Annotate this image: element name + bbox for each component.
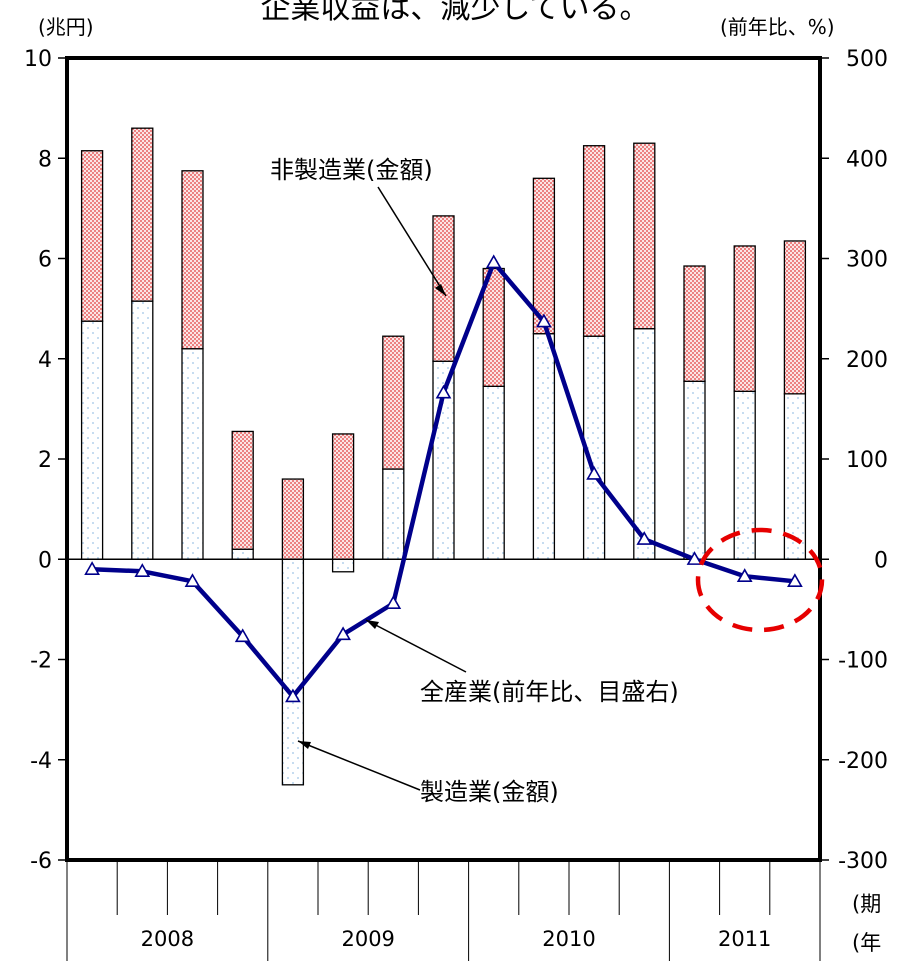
right-tick-label: 500: [846, 47, 888, 72]
bar-manufacturing: [80, 320, 104, 560]
left-tick-label: 0: [38, 548, 52, 573]
annotation-mfg-arrow: [297, 740, 421, 791]
right-tick-label: 100: [846, 448, 888, 473]
x-axis: 2008 2009 2010 2011: [66, 860, 821, 961]
bar-manufacturing: [231, 548, 254, 560]
bar-non-manufacturing: [131, 127, 154, 302]
annotation-mfg-arrowhead: [298, 741, 311, 749]
left-axis-unit: (兆円): [38, 15, 94, 39]
line-marker: [134, 563, 151, 577]
line-marker: [736, 568, 753, 582]
right-tick-label: 0: [874, 548, 888, 573]
annotation-nonmfg-arrowhead: [435, 284, 446, 296]
bar-non-manufacturing: [582, 145, 606, 337]
right-tick-label: 200: [846, 348, 888, 373]
chart-title: 企業収益は、減少している。: [260, 0, 649, 26]
annotation-all: 全産業(前年比、目盛右): [365, 619, 679, 706]
bar-non-manufacturing: [181, 170, 204, 350]
bar-manufacturing: [382, 468, 405, 560]
right-tick-label: 300: [846, 248, 888, 273]
x-year-label: 2008: [141, 927, 194, 951]
bar-non-manufacturing: [733, 245, 756, 392]
left-tick-label: 2: [38, 448, 52, 473]
bar-manufacturing: [532, 333, 556, 560]
line-marker: [234, 628, 251, 643]
bar-non-manufacturing: [281, 478, 305, 560]
right-tick-label: 400: [846, 147, 888, 172]
right-tick-label: -200: [838, 749, 888, 774]
line-marker: [385, 595, 402, 610]
annotation-mfg: 製造業(金額): [297, 740, 559, 806]
line-marker: [485, 254, 502, 269]
bar-non-manufacturing: [783, 240, 807, 395]
bar-manufacturing: [482, 385, 505, 560]
annotation-nonmfg: 非製造業(金額): [270, 156, 447, 297]
bar-manufacturing: [281, 558, 305, 786]
bar-manufacturing: [683, 380, 706, 560]
x-unit-period-label: (期: [852, 892, 881, 916]
annotation-mfg-label: 製造業(金額): [420, 778, 559, 806]
left-tick-label: -4: [30, 749, 52, 774]
line-marker: [787, 573, 803, 587]
bar-non-manufacturing: [432, 215, 455, 362]
left-tick-label: 8: [38, 147, 52, 172]
x-year-label: 2010: [542, 927, 595, 951]
line-marker: [586, 465, 602, 480]
bar-manufacturing: [181, 348, 204, 560]
line-marker: [335, 626, 351, 641]
bar-non-manufacturing: [633, 142, 656, 330]
left-tick-label: -2: [30, 649, 52, 674]
right-tick-label: -300: [838, 849, 888, 874]
right-axis-unit: (前年比、%): [720, 15, 835, 39]
annotation-all-label: 全産業(前年比、目盛右): [420, 678, 679, 706]
bar-non-manufacturing: [231, 430, 254, 550]
right-tick-label: -100: [838, 649, 888, 674]
annotation-all-arrowhead: [366, 620, 379, 629]
left-tick-label: 10: [24, 47, 52, 72]
bar-non-manufacturing: [683, 265, 706, 382]
left-tick-label: 6: [38, 248, 52, 273]
bar-non-manufacturing: [331, 433, 355, 560]
right-axis: 500 400 300 200 100 0 -100 -200 -300: [820, 47, 888, 874]
line-marker: [84, 561, 100, 575]
x-unit-year-label: (年: [852, 931, 881, 955]
line-marker: [184, 573, 201, 587]
x-year-label: 2009: [341, 927, 394, 951]
line-marker: [686, 551, 703, 565]
left-tick-label: -6: [30, 849, 52, 874]
left-axis: 10 8 6 4 2 0 -2 -4 -6: [24, 47, 67, 874]
bar-non-manufacturing: [382, 335, 405, 470]
line-marker: [285, 688, 301, 703]
left-tick-label: 4: [38, 348, 52, 373]
plot-frame: [65, 56, 822, 862]
line-marker: [536, 313, 552, 328]
bar-manufacturing: [131, 300, 154, 560]
annotation-nonmfg-arrow: [377, 186, 447, 297]
bar-series: [80, 127, 807, 786]
line-marker: [636, 531, 653, 545]
bar-manufacturing: [633, 328, 656, 560]
line-marker: [435, 384, 452, 399]
bar-non-manufacturing: [532, 177, 556, 335]
x-year-label: 2011: [718, 927, 771, 951]
annotation-nonmfg-label: 非製造業(金額): [270, 156, 433, 184]
bar-non-manufacturing: [80, 150, 104, 322]
annotation-all-arrow: [365, 619, 467, 673]
highlight-ellipse: [695, 527, 825, 633]
line-series: [84, 254, 803, 703]
bar-manufacturing: [331, 558, 355, 573]
